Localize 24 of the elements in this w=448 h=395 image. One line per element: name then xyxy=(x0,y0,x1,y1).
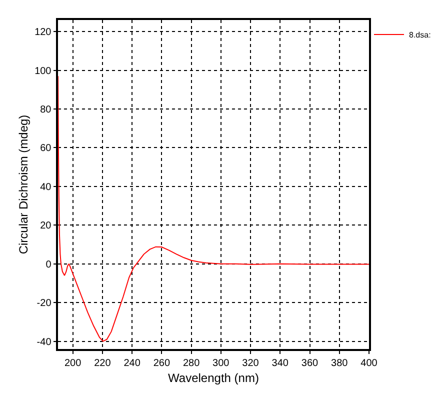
x-tick-label: 220 xyxy=(94,358,112,369)
y-tick-label: 40 xyxy=(40,182,52,193)
x-tick-label: 380 xyxy=(331,358,348,369)
x-tick-label: 200 xyxy=(64,358,82,369)
x-tick-label: 260 xyxy=(153,358,170,369)
x-tick-label: 340 xyxy=(272,358,289,369)
y-tick-label: -20 xyxy=(36,298,52,310)
y-tick-label: 100 xyxy=(34,66,52,77)
x-tick-label: 280 xyxy=(182,358,200,369)
y-tick-label: 60 xyxy=(40,143,52,154)
x-tick-label: 240 xyxy=(124,358,141,369)
x-tick-label: 360 xyxy=(301,358,319,369)
legend-label: 8.dsa: xyxy=(409,30,431,40)
x-axis-title: Wavelength (nm) xyxy=(168,371,259,386)
y-tick-label: 80 xyxy=(40,104,52,116)
x-tick-label: 400 xyxy=(360,358,378,369)
y-tick-label: 120 xyxy=(34,27,52,38)
y-tick-label: 20 xyxy=(40,220,52,232)
y-tick-label: -40 xyxy=(36,336,52,348)
x-tick-label: 320 xyxy=(242,358,260,369)
x-tick-label: 300 xyxy=(212,358,230,369)
line-series xyxy=(58,76,369,342)
y-tick-label: 0 xyxy=(46,259,52,270)
y-axis-title: Circular Dichroism (mdeg) xyxy=(16,114,30,254)
